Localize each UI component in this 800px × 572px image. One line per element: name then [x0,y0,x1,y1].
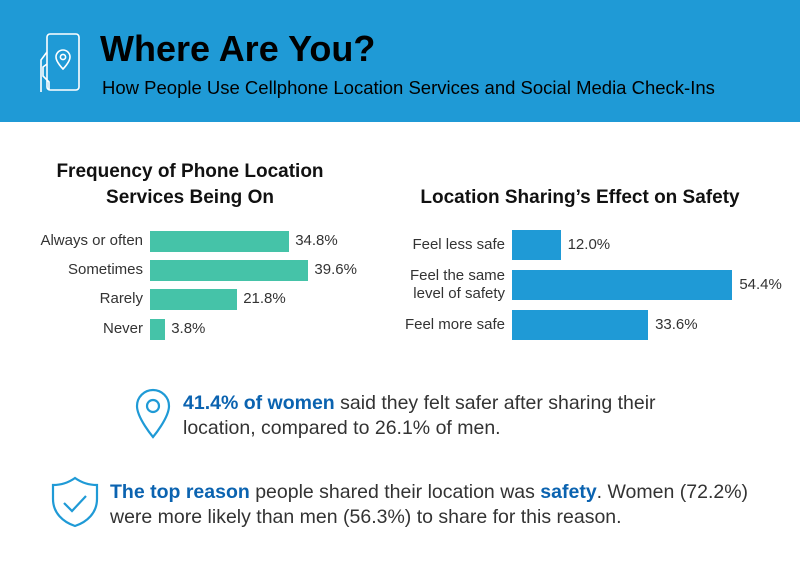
bar-label: Always or often [40,232,143,249]
phone-location-icon [40,33,80,92]
chart1-title-line: Frequency of Phone Location [56,161,324,182]
callout-text: . Women (72.2%) were more likely than me… [110,481,749,528]
page-subtitle: How People Use Cellphone Location Servic… [102,77,715,98]
callout-women: 41.4% of women said they felt safer afte… [183,391,703,441]
bar-label: Feel more safe [300,316,505,334]
bar-label: Rarely [99,290,143,307]
value-label: 33.6% [655,316,698,333]
bar-label: Feel the same level of safety [300,267,505,303]
callout-text: people shared their location was [249,481,541,503]
value-label: 54.4% [739,276,782,293]
value-label: 12.0% [567,236,611,253]
page-title: Where Are You? [100,28,376,69]
shield-check-icon [51,476,99,528]
bar-label: Feel less safe [300,236,505,254]
bar [512,230,561,260]
bar [512,310,649,340]
value-label: 34.8% [295,232,338,249]
chart2-title: Location Sharing’s Effect on Safety [420,187,740,208]
chart1-title-line: Services Being On [106,187,274,208]
bar-label-line: level of safety [413,285,505,302]
callout-reason: The top reason people shared their locat… [110,480,770,530]
header: Where Are You? How People Use Cellphone … [0,0,800,122]
callout-text: said they felt safer after sharing their… [183,392,656,439]
bar [150,230,290,252]
callout-highlight: The top reason [110,481,250,503]
bar [150,318,166,340]
bar-label: Never [102,320,143,337]
bar-label-line: Feel less safe [412,236,505,253]
callout-highlight: safety [540,481,597,503]
chart1-title: Frequency of Phone Location Services Bei… [20,159,360,211]
value-label: 39.6% [314,261,357,278]
bar [150,288,238,310]
bar-label-line: Feel the same [409,267,505,284]
bar-label: Sometimes [67,261,143,278]
bar [512,270,733,300]
value-label: 21.8% [243,290,286,307]
map-pin-icon [135,388,171,439]
value-label: 3.8% [171,320,206,337]
bar [150,259,309,281]
bar-label-line: Feel more safe [404,316,505,333]
callout-highlight: 41.4% of women [183,392,335,414]
